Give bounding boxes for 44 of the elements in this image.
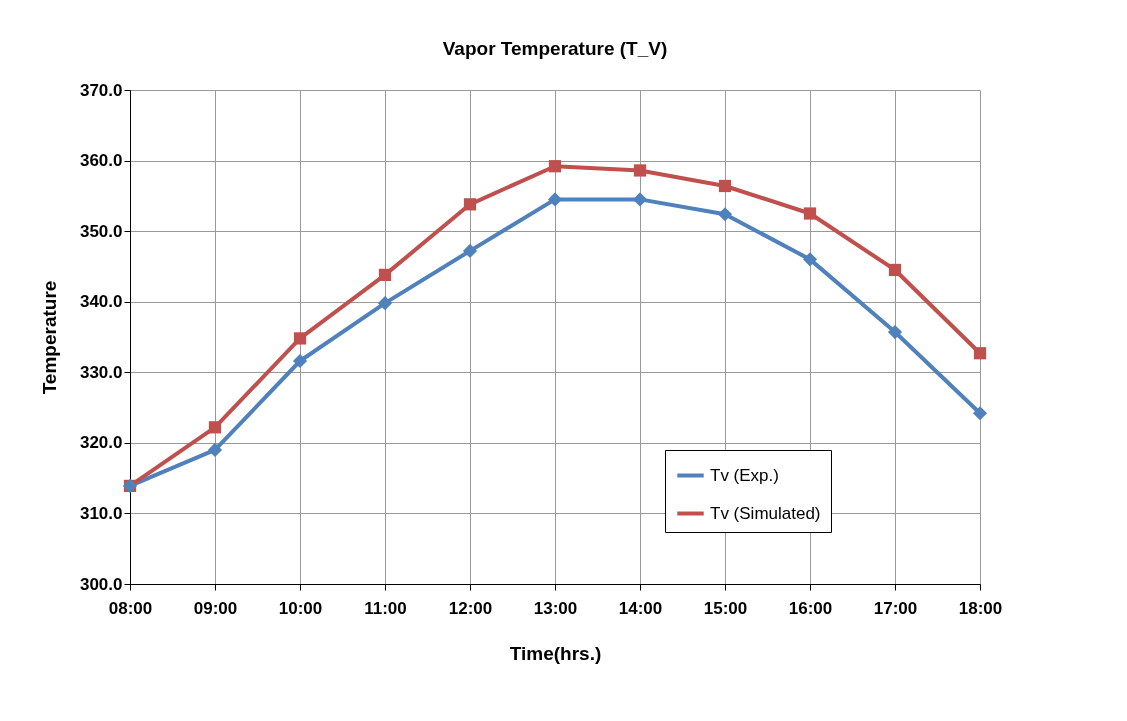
point: [802, 252, 818, 267]
x-tick-label: 15:00: [703, 598, 748, 618]
point: [293, 332, 307, 345]
x-tick-label: 13:00: [533, 598, 578, 618]
y-tick-label: 310.0: [79, 503, 123, 523]
y-tick-label: 330.0: [79, 362, 123, 382]
y-tick-label: 370.0: [79, 80, 123, 100]
x-tick-label: 09:00: [193, 598, 238, 618]
point: [718, 179, 732, 193]
point: [633, 164, 647, 177]
point: [548, 160, 562, 173]
y-tick-label: 300.0: [79, 574, 123, 594]
point: [292, 353, 308, 369]
point: [547, 192, 563, 207]
point: [632, 192, 648, 207]
point: [887, 324, 903, 340]
y-tick-label: 340.0: [79, 292, 123, 312]
point: [463, 198, 477, 211]
x-tick-label: 18:00: [958, 598, 1003, 618]
point: [462, 243, 478, 258]
point: [803, 207, 817, 220]
point: [973, 347, 987, 360]
x-tick-label: 16:00: [788, 598, 833, 618]
y-tick-label: 320.0: [79, 433, 123, 453]
point: [717, 207, 733, 222]
point: [972, 406, 988, 421]
point: [377, 296, 393, 311]
x-tick-label: 17:00: [873, 598, 918, 618]
point: [888, 263, 902, 277]
point: [208, 421, 222, 434]
legend-label: Tv (Simulated): [710, 503, 821, 523]
point: [378, 268, 392, 282]
x-tick-label: 14:00: [618, 598, 663, 618]
x-tick-label: 11:00: [364, 598, 407, 618]
y-axis-title: Temperature: [38, 280, 60, 395]
chart-title: Vapor Temperature (T_V): [442, 38, 668, 59]
x-axis-title: Time(hrs.): [509, 642, 602, 664]
x-tick-label: 12:00: [448, 598, 493, 618]
x-tick-label: 10:00: [278, 598, 323, 618]
y-tick-label: 350.0: [79, 221, 123, 241]
point: [207, 442, 223, 457]
y-tick-label: 360.0: [79, 151, 123, 171]
legend-label: Tv (Exp.): [710, 465, 779, 485]
x-tick-label: 08:00: [108, 598, 153, 618]
